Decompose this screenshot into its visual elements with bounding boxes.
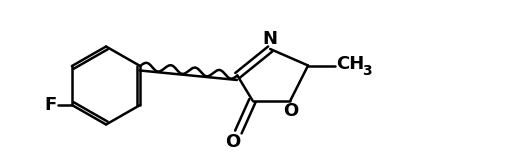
Text: F: F	[44, 96, 57, 114]
Text: N: N	[263, 31, 278, 49]
Text: O: O	[283, 101, 298, 119]
Text: O: O	[225, 133, 240, 151]
Text: CH: CH	[336, 55, 364, 73]
Text: 3: 3	[362, 64, 372, 77]
